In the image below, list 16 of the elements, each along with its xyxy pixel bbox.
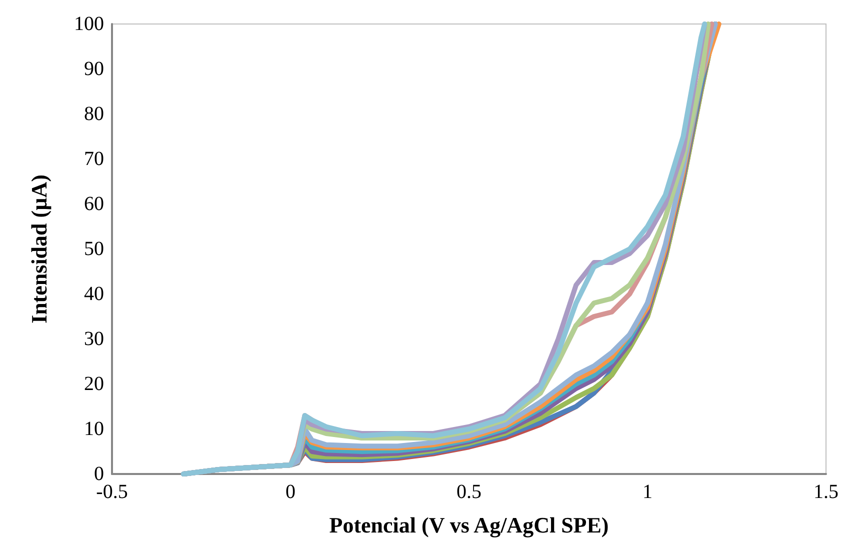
x-tick-label: 1: [642, 481, 652, 503]
y-tick-label: 60: [84, 193, 104, 215]
y-tick-label: 70: [84, 148, 104, 170]
x-tick-label: 1.5: [814, 481, 838, 503]
x-tick-label: 0: [286, 481, 296, 503]
x-tick-label: 0.5: [456, 481, 482, 503]
y-tick-label: 30: [84, 328, 104, 350]
y-tick-label: 10: [84, 418, 104, 440]
y-tick-label: 80: [84, 103, 104, 125]
y-axis-title: Intensidad (µA): [26, 174, 52, 324]
y-tick-label: 20: [84, 373, 104, 395]
x-axis-title: Potencial (V vs Ag/AgCl SPE): [329, 512, 609, 538]
y-tick-label: 90: [84, 58, 104, 80]
y-tick-label: 100: [74, 13, 104, 35]
y-tick-label: 40: [84, 283, 104, 305]
y-tick-label: 50: [84, 238, 104, 260]
